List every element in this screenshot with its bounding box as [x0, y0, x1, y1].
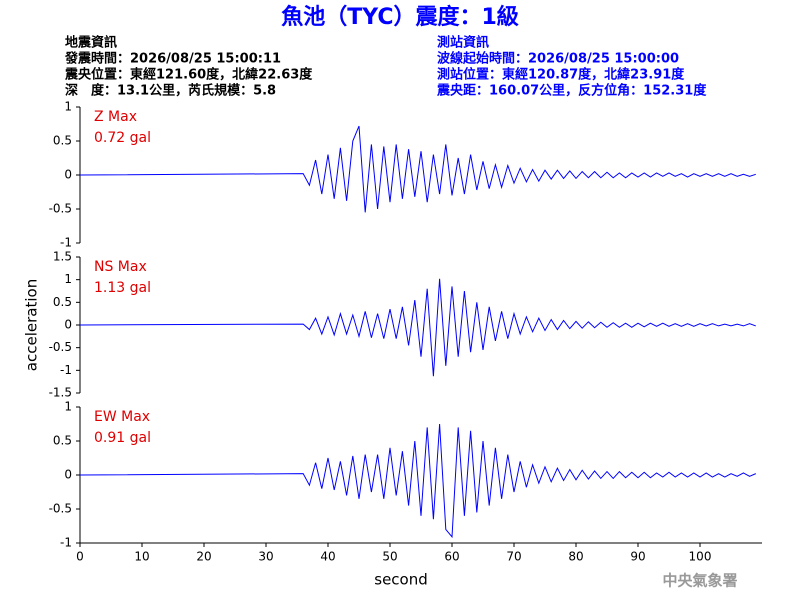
x-tick-label: 100 — [689, 550, 712, 564]
x-tick-label: 60 — [444, 550, 459, 564]
x-tick-label: 90 — [630, 550, 645, 564]
station-info: 測站資訊 — [437, 35, 489, 51]
y-tick-label: 0.5 — [53, 134, 72, 148]
y-tick-label: -0.5 — [49, 502, 72, 516]
y-tick-label: 0 — [64, 318, 72, 332]
y-tick-label: 1 — [64, 400, 72, 414]
x-tick-label: 20 — [196, 550, 211, 564]
event-info: 發震時間：2026/08/25 15:00:11 — [64, 51, 281, 67]
waveform — [79, 423, 757, 539]
y-tick-label: 1.5 — [53, 250, 72, 264]
waveform — [79, 278, 756, 377]
x-tick-label: 80 — [568, 550, 583, 564]
event-info: 深 度：13.1公里，芮氏規模：5.8 — [65, 83, 276, 99]
x-tick-label: 0 — [76, 550, 84, 564]
station-info: 測站位置：東經120.87度，北緯23.91度 — [437, 67, 685, 83]
y-axis-label: acceleration — [23, 279, 41, 371]
y-tick-label: 0 — [64, 468, 72, 482]
station-info: 波線起始時間：2026/08/25 15:00:00 — [437, 51, 679, 67]
y-tick-label: 0.5 — [53, 295, 72, 309]
y-tick-label: 0.5 — [53, 434, 72, 448]
y-tick-label: 1 — [64, 272, 72, 286]
max-annotation: 0.91 gal — [94, 430, 151, 446]
x-tick-label: 70 — [506, 550, 521, 564]
footer: 中央氣象署 — [662, 572, 737, 590]
event-info: 地震資訊 — [65, 35, 117, 51]
max-annotation: EW Max — [94, 409, 150, 425]
chart-title: 魚池（TYC）震度：1級 — [281, 4, 519, 30]
max-annotation: Z Max — [94, 109, 137, 125]
waveform — [79, 125, 756, 213]
y-tick-label: 1 — [64, 100, 72, 114]
x-tick-label: 40 — [320, 550, 335, 564]
x-tick-label: 30 — [258, 550, 273, 564]
y-tick-label: -1 — [60, 363, 72, 377]
y-tick-label: -1.5 — [49, 386, 72, 400]
y-tick-label: -0.5 — [49, 340, 72, 354]
max-annotation: 1.13 gal — [94, 280, 151, 296]
event-info: 震央位置：東經121.60度，北緯22.63度 — [64, 67, 313, 83]
y-tick-label: -1 — [60, 536, 72, 550]
y-tick-label: -1 — [60, 236, 72, 250]
y-tick-label: -0.5 — [49, 202, 72, 216]
y-tick-label: 0 — [64, 168, 72, 182]
max-annotation: NS Max — [94, 259, 147, 275]
x-axis-label: second — [374, 571, 428, 589]
x-tick-label: 50 — [382, 550, 397, 564]
station-info: 震央距：160.07公里，反方位角：152.31度 — [436, 83, 707, 99]
x-tick-label: 10 — [134, 550, 149, 564]
max-annotation: 0.72 gal — [94, 130, 151, 146]
